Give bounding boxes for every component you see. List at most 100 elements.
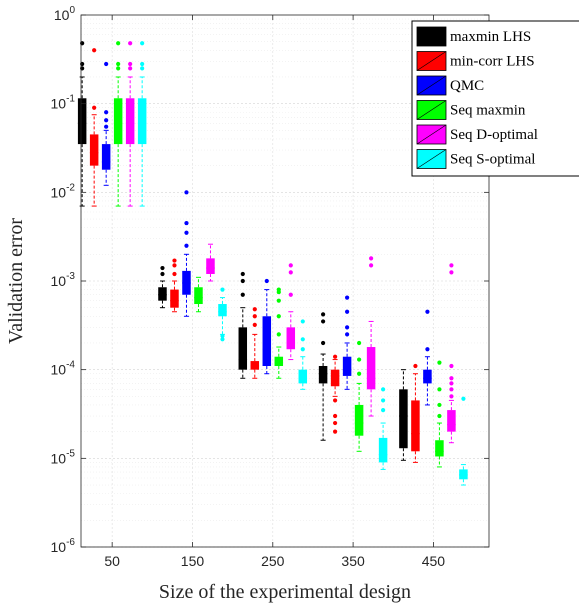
x-axis-label: Size of the experimental design: [159, 581, 411, 603]
box-50: [137, 41, 147, 207]
outlier-point: [333, 398, 338, 403]
outlier-point: [321, 340, 326, 346]
axes: 10-6 10-5 10-4 10-3 10-2 10-1 100 50 150 250 350 45…: [51, 5, 489, 569]
series-seq-maxmin: [113, 41, 444, 468]
outlier-point: [437, 360, 442, 365]
outlier-point: [252, 322, 257, 327]
outlier-point: [276, 287, 281, 292]
outlier-point: [449, 363, 454, 369]
box-150: [206, 243, 215, 282]
box-iqr: [101, 144, 111, 170]
outlier-point: [413, 363, 418, 369]
box-50: [113, 41, 123, 207]
outlier-point: [345, 325, 350, 330]
legend-label: maxmin LHS: [450, 29, 531, 45]
legend-label: Seq S-optimal: [450, 152, 535, 168]
series-min-corr-lhs: [89, 48, 420, 463]
outlier-point: [252, 307, 257, 312]
legend-label: QMC: [450, 78, 484, 94]
x-tick-label: 150: [181, 553, 205, 569]
outlier-point: [345, 332, 350, 337]
box-iqr: [238, 327, 248, 370]
outlier-point: [449, 381, 454, 386]
y-tick-label: 10-5: [51, 448, 76, 466]
box-450: [447, 263, 456, 444]
outlier-point: [333, 429, 338, 434]
legend: maxmin LHS min-corr LHS QMC Seq maxmin Seq D…: [411, 20, 579, 177]
outlier-point: [381, 407, 386, 413]
outlier-point: [104, 61, 109, 67]
outlier-point: [321, 312, 326, 317]
outlier-point: [160, 265, 165, 271]
box-iqr: [89, 134, 99, 166]
outlier-point: [92, 105, 97, 110]
outlier-point: [357, 371, 362, 376]
outlier-point: [276, 298, 281, 303]
outlier-point: [140, 61, 145, 67]
legend-swatch-line: [416, 26, 447, 47]
outlier-point: [345, 295, 350, 300]
series-qmc: [101, 61, 432, 406]
x-tick-label: 250: [261, 553, 285, 569]
outlier-point: [92, 48, 97, 53]
box-iqr: [158, 287, 167, 301]
outlier-point: [128, 41, 133, 46]
outlier-point: [369, 256, 374, 261]
outlier-point: [104, 124, 109, 129]
y-tick-label: 10-4: [51, 360, 76, 378]
legend-item: Seq D-optimal: [416, 124, 538, 145]
outlier-point: [160, 271, 165, 277]
outlier-point: [184, 230, 189, 235]
outlier-point: [116, 41, 121, 46]
outlier-point: [140, 41, 145, 46]
outlier-point: [240, 271, 245, 277]
outlier-point: [276, 332, 281, 337]
box-iqr: [366, 347, 376, 390]
outlier-point: [300, 319, 305, 324]
box-350: [342, 295, 352, 390]
box-iqr: [77, 98, 87, 145]
legend-swatch-line: [416, 75, 447, 96]
outlier-point: [104, 110, 109, 115]
series-seq-d-optimal: [125, 41, 456, 444]
outlier-point: [220, 287, 225, 292]
y-tick-label: 10-2: [51, 182, 76, 200]
outlier-point: [288, 292, 293, 297]
series-seq-s-optimal: [137, 41, 468, 486]
outlier-point: [300, 347, 305, 352]
outlier-point: [333, 354, 338, 359]
outlier-point: [449, 394, 454, 399]
box-iqr: [137, 98, 147, 145]
box-250: [262, 278, 272, 375]
outlier-point: [461, 396, 466, 401]
legend-item: Seq maxmin: [416, 100, 526, 120]
outlier-point: [357, 357, 362, 362]
y-tick-label: 10-1: [51, 94, 76, 112]
box-iqr: [342, 356, 352, 376]
outlier-point: [437, 387, 442, 392]
box-150: [170, 258, 179, 313]
outlier-point: [288, 270, 293, 275]
box-250: [286, 263, 296, 361]
outlier-point: [369, 263, 374, 268]
box-iqr: [218, 304, 227, 317]
box-50: [89, 48, 99, 207]
outlier-point: [184, 190, 189, 195]
box-50: [77, 41, 87, 207]
box-iqr: [262, 316, 272, 366]
outlier-point: [172, 263, 177, 268]
x-tick-label: 50: [104, 553, 120, 569]
legend-item: Seq S-optimal: [416, 149, 535, 169]
legend-item: maxmin LHS: [416, 26, 531, 47]
box-450: [423, 309, 432, 406]
outlier-point: [252, 314, 257, 319]
box-iqr: [298, 369, 308, 384]
outlier-point: [128, 61, 133, 67]
box-350: [366, 256, 376, 417]
box-250: [298, 319, 308, 390]
box-iqr: [286, 327, 296, 350]
outlier-point: [381, 387, 386, 392]
y-tick-label: 100: [54, 5, 76, 23]
box-iqr: [435, 440, 444, 457]
outlier-point: [264, 278, 269, 284]
